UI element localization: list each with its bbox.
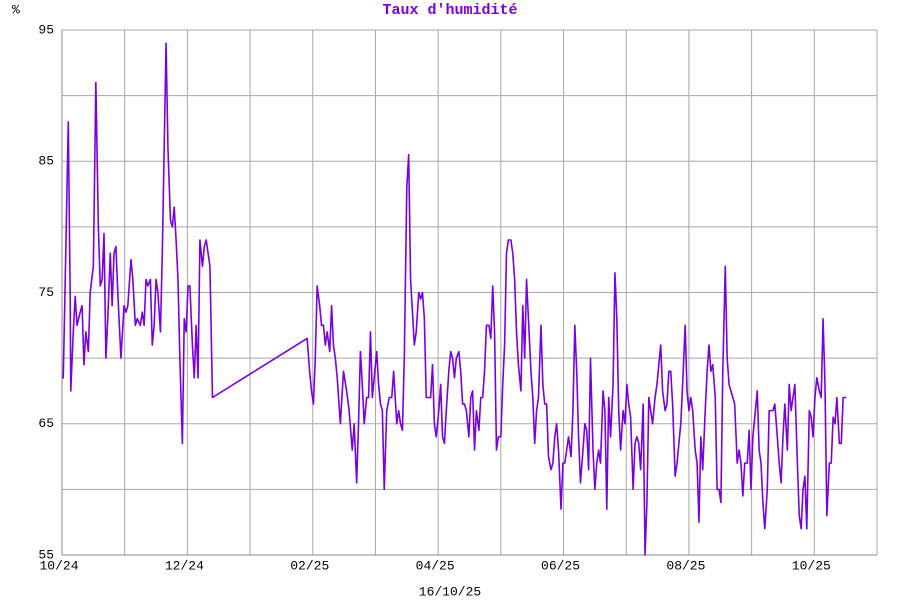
x-tick-label: 04/25 <box>416 558 455 573</box>
y-tick-label: 95 <box>38 22 54 37</box>
x-tick-label: 06/25 <box>541 558 580 573</box>
x-axis-label: 16/10/25 <box>419 584 481 599</box>
y-tick-label: 55 <box>38 547 54 562</box>
x-tick-label: 10/25 <box>792 558 831 573</box>
chart-title: Taux d'humidité <box>382 2 517 19</box>
y-tick-label: 65 <box>38 416 54 431</box>
x-tick-label: 10/24 <box>39 558 78 573</box>
data-line <box>62 42 847 556</box>
x-tick-label: 02/25 <box>290 558 329 573</box>
y-tick-label: 85 <box>38 154 54 169</box>
y-tick-label: 75 <box>38 285 54 300</box>
y-axis-label: % <box>12 2 20 17</box>
x-tick-label: 08/25 <box>666 558 705 573</box>
x-tick-label: 12/24 <box>165 558 204 573</box>
